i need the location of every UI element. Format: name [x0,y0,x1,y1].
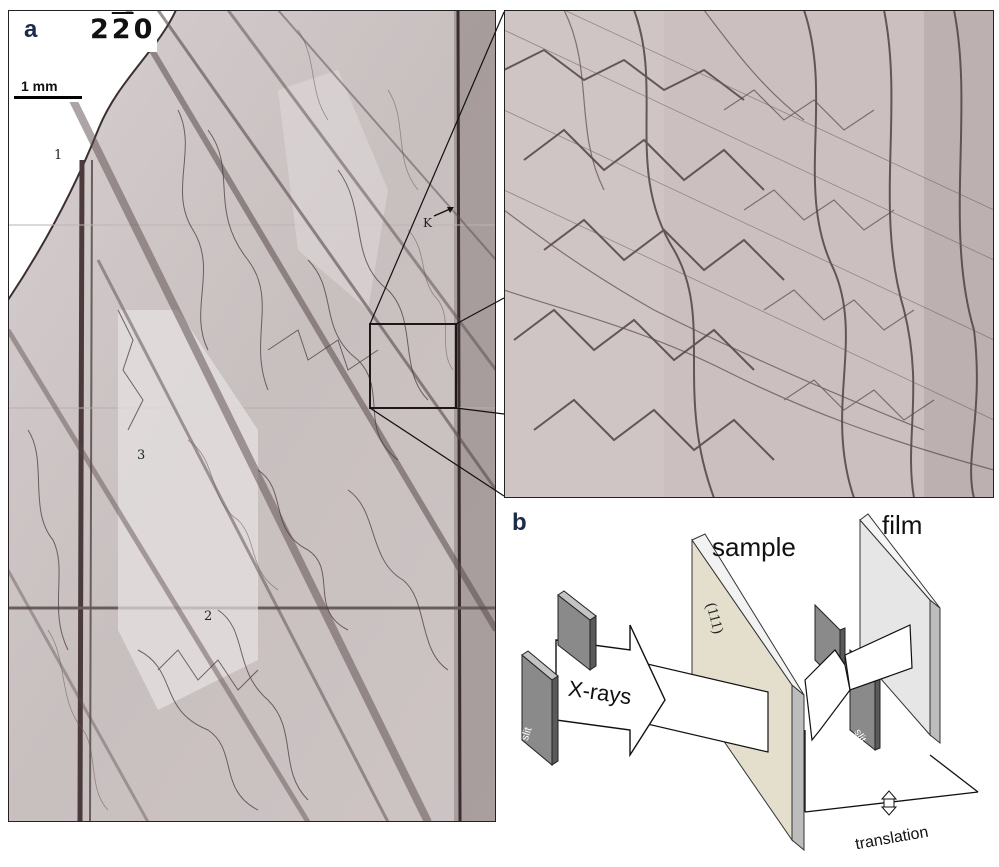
film-label: film [882,510,923,540]
xray-topography-schematic [521,513,979,852]
panel-letter-a: a [24,16,38,43]
panel-letter-b: b [512,509,527,536]
miller-index-k: 2 [111,14,134,45]
translation-arrow-icon [880,790,898,816]
scale-bar-line [14,96,82,99]
topograph-zoom-inset [504,10,994,498]
marker-k: K [423,216,432,230]
topograph-image [8,10,496,822]
marker-2: 2 [204,609,213,624]
miller-index-h: 2 [90,14,112,45]
miller-index-l: 0 [133,14,156,45]
scale-bar-label: 1 mm [21,78,58,94]
left-slit-assembly [521,590,597,767]
marker-3: 3 [137,448,146,463]
diffracted-beam [804,624,913,742]
reflection-label-box [77,12,157,52]
film-plate [859,513,941,745]
marker-1: 1 [54,148,63,163]
reflection-label: 220 [90,14,155,45]
sample-label: sample [712,532,796,562]
marker-k-arrow [433,207,454,217]
